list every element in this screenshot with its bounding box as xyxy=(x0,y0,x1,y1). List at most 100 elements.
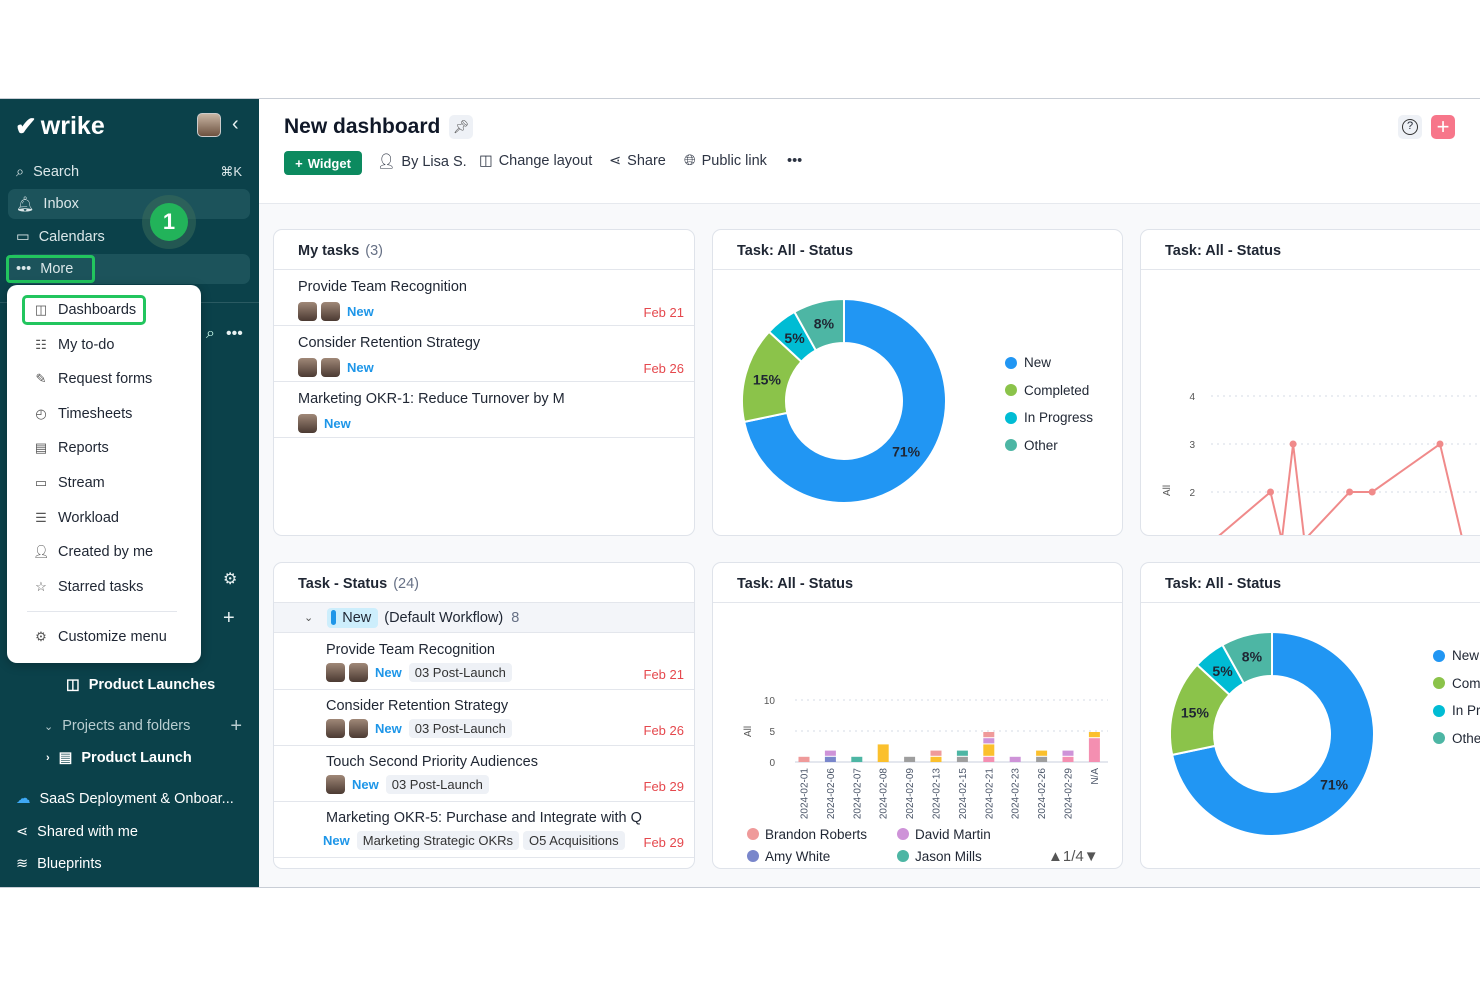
tag-chip[interactable]: 03 Post-Launch xyxy=(408,719,512,738)
bar-segment[interactable] xyxy=(983,744,995,756)
sidebar-item-more[interactable]: ••• More xyxy=(8,254,250,284)
legend-item[interactable]: New xyxy=(1433,642,1480,670)
user-avatar[interactable] xyxy=(197,113,221,137)
legend-item[interactable]: Jason Mills xyxy=(915,849,982,864)
task-row[interactable]: Provide Team Recognition New 03 Post-Launc… xyxy=(274,634,694,690)
line-point[interactable] xyxy=(1267,488,1274,496)
pin-icon[interactable]: 📌︎ xyxy=(449,115,473,139)
assignee-avatar[interactable] xyxy=(298,358,317,377)
menu-item-reports[interactable]: ▤ Reports xyxy=(34,440,109,457)
bar-segment[interactable] xyxy=(904,756,916,762)
bar-segment[interactable] xyxy=(824,756,836,762)
chevron-down-icon[interactable]: ⌄ xyxy=(304,612,314,624)
bar-segment[interactable] xyxy=(851,756,863,762)
menu-item-request-forms[interactable]: ✎ Request forms xyxy=(33,371,153,387)
task-row[interactable]: Consider Retention Strategy New Feb 26 xyxy=(274,326,694,382)
legend-item[interactable]: David Martin xyxy=(915,827,991,842)
sidebar-item-product-launches[interactable]: ◫ Product Launches xyxy=(66,677,216,693)
menu-item-timesheets[interactable]: ◴ Timesheets xyxy=(33,406,132,422)
legend-pager[interactable]: ▲1/4▼ xyxy=(1048,848,1099,865)
assignee-avatar[interactable] xyxy=(349,663,368,682)
legend-item[interactable]: Com xyxy=(1433,670,1480,698)
bar-segment[interactable] xyxy=(1088,738,1100,762)
donut-slice-new[interactable] xyxy=(742,297,947,504)
legend-item[interactable]: Other xyxy=(1005,432,1093,460)
bar-segment[interactable] xyxy=(1036,750,1048,756)
sidebar-item-calendars[interactable]: ▭ Calendars xyxy=(16,229,105,245)
assignee-avatar[interactable] xyxy=(349,719,368,738)
bar-segment[interactable] xyxy=(983,756,995,762)
line-point[interactable] xyxy=(1368,488,1376,496)
tag-chip[interactable]: O5 Acquisitions xyxy=(523,831,625,850)
share-button[interactable]: ⋖ Share xyxy=(609,153,666,169)
collapse-chevron-icon[interactable]: ‹ xyxy=(232,113,239,135)
more-dots-icon[interactable]: ••• xyxy=(226,325,243,342)
status-group-header[interactable]: ⌄ New (Default Workflow) 8 xyxy=(274,603,694,633)
bar-segment[interactable] xyxy=(877,744,889,762)
tag-chip[interactable]: Marketing Strategic OKRs xyxy=(356,831,520,850)
donut-slice-othe[interactable] xyxy=(1221,630,1273,685)
bar-segment[interactable] xyxy=(956,750,968,756)
bar-segment[interactable] xyxy=(983,738,995,744)
menu-item-workload[interactable]: ☰ Workload xyxy=(33,510,119,526)
bar-segment[interactable] xyxy=(1088,732,1100,738)
task-row[interactable]: Provide Team Recognition New Feb 21 xyxy=(274,270,694,326)
assignee-avatar[interactable] xyxy=(321,302,340,321)
change-layout-button[interactable]: ◫ Change layout xyxy=(479,153,593,169)
bar-segment[interactable] xyxy=(1036,756,1048,762)
bar-segment[interactable] xyxy=(983,732,995,738)
search-button[interactable]: ⌕ Search ⌘K xyxy=(16,164,242,180)
task-row-partial[interactable] xyxy=(274,858,694,868)
task-row[interactable]: Touch Second Priority Audiences New 03 Pos… xyxy=(274,746,694,802)
legend-item[interactable]: New xyxy=(1005,349,1093,377)
owner-button[interactable]: 👤︎ By Lisa S. xyxy=(377,153,467,171)
sidebar-item-shared[interactable]: ⋖ Shared with me xyxy=(16,824,138,840)
bar-segment[interactable] xyxy=(1062,756,1074,762)
help-icon[interactable]: ? xyxy=(1402,119,1418,135)
legend-item[interactable]: Othe xyxy=(1433,725,1480,753)
bar-segment[interactable] xyxy=(930,750,942,756)
bar-segment[interactable] xyxy=(824,750,836,756)
wrike-logo[interactable]: ✔ wrike xyxy=(15,111,105,141)
sidebar-item-inbox[interactable]: 🔔︎ Inbox xyxy=(8,189,250,219)
menu-item-created-by-me[interactable]: 👤︎ Created by me xyxy=(33,544,154,561)
assignee-avatar[interactable] xyxy=(326,663,345,682)
assignee-avatar[interactable] xyxy=(326,719,345,738)
add-button[interactable]: + xyxy=(1431,115,1455,139)
plus-icon[interactable]: + xyxy=(230,714,242,737)
sidebar-item-product-launch[interactable]: › ▤ Product Launch xyxy=(46,750,192,766)
donut-slice-new[interactable] xyxy=(1170,630,1375,837)
legend-item[interactable]: In Pr xyxy=(1433,697,1480,725)
menu-item-my-to-do[interactable]: ☷ My to-do xyxy=(33,337,114,353)
menu-item-dashboards[interactable]: ◫ Dashboards xyxy=(34,302,137,318)
donut-slice-other[interactable] xyxy=(793,297,845,352)
projects-folders-header[interactable]: ⌄ Projects and folders + xyxy=(44,714,242,737)
bar-segment[interactable] xyxy=(930,756,942,762)
menu-item-customize[interactable]: ⚙ Customize menu xyxy=(33,629,167,645)
bar-segment[interactable] xyxy=(956,756,968,762)
task-row[interactable]: Marketing OKR-1: Reduce Turnover by M New xyxy=(274,382,694,438)
legend-item[interactable]: In Progress xyxy=(1005,404,1093,432)
legend-item[interactable]: Completed xyxy=(1005,377,1093,405)
bar-segment[interactable] xyxy=(1062,750,1074,756)
tag-chip[interactable]: 03 Post-Launch xyxy=(385,775,489,794)
gear-icon[interactable]: ⚙ xyxy=(223,571,238,588)
assignee-avatar[interactable] xyxy=(321,358,340,377)
legend-item[interactable]: Brandon Roberts xyxy=(765,827,867,842)
assignee-avatar[interactable] xyxy=(298,414,317,433)
assignee-avatar[interactable] xyxy=(326,775,345,794)
add-widget-button[interactable]: + Widget xyxy=(284,151,362,175)
legend-item[interactable]: Amy White xyxy=(765,849,830,864)
menu-item-starred-tasks[interactable]: ☆ Starred tasks xyxy=(33,579,143,595)
task-row[interactable]: Marketing OKR-5: Purchase and Integrate … xyxy=(274,802,694,858)
public-link-button[interactable]: 🌐︎ Public link xyxy=(684,153,767,169)
line-point[interactable] xyxy=(1346,488,1354,496)
assignee-avatar[interactable] xyxy=(298,302,317,321)
plus-icon[interactable]: + xyxy=(223,607,235,629)
line-point[interactable] xyxy=(1289,440,1297,448)
tag-chip[interactable]: 03 Post-Launch xyxy=(408,663,512,682)
sidebar-item-blueprints[interactable]: ≋ Blueprints xyxy=(16,856,102,872)
bar-segment[interactable] xyxy=(1009,756,1021,762)
more-options-button[interactable]: ••• xyxy=(787,153,803,169)
sidebar-item-saas[interactable]: ☁ SaaS Deployment & Onboar... xyxy=(16,791,234,807)
